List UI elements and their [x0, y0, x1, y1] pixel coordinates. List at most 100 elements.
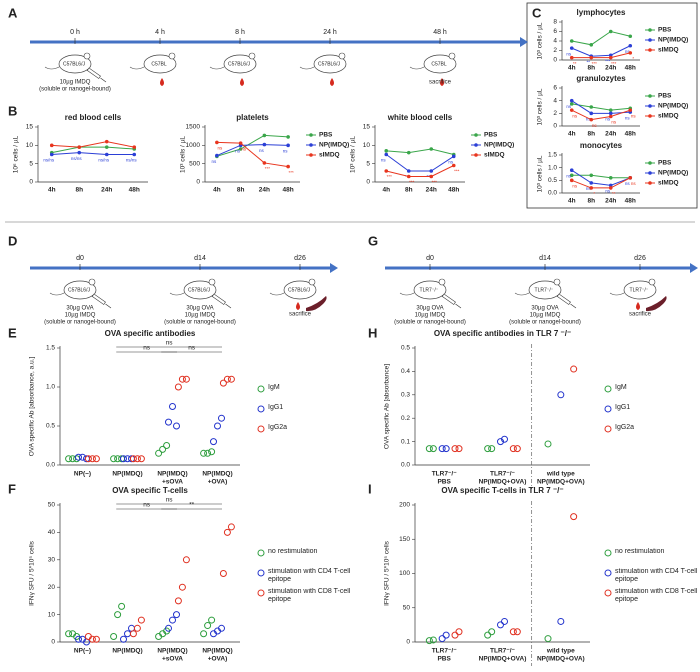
point-label: ns — [605, 189, 611, 194]
data-point — [182, 556, 190, 564]
x-tick-label: 24h — [426, 187, 437, 194]
point-label: ns — [586, 117, 592, 122]
x-tick-label: 8h — [75, 187, 83, 194]
x-tick-label: 24h — [101, 187, 112, 194]
y-tick-label: 2 — [553, 110, 557, 117]
y-tick-label: 150 — [399, 536, 410, 543]
data-point — [384, 169, 389, 173]
legend-marker — [648, 161, 652, 165]
y-tick-label: 6 — [553, 85, 557, 92]
x-tick-label: TLR7⁻/⁻ — [490, 648, 515, 655]
mouse-strain: C57BL6/J — [63, 61, 85, 67]
data-point — [497, 621, 504, 629]
data-point — [133, 455, 141, 463]
point-label: ns — [283, 149, 289, 154]
data-point — [159, 445, 167, 453]
legend-label: stimulation with CD8 T-cell epitope — [615, 588, 698, 604]
data-point — [484, 445, 492, 453]
x-tick-label: NP(IMDQ) — [202, 648, 232, 655]
chart-title: OVA specific antibodies in TLR 7 ⁻/⁻ — [434, 329, 571, 338]
series-line — [216, 134, 289, 157]
legend-label: NP(IMDQ) — [658, 103, 688, 110]
y-axis-label: 10³ cells / µL — [537, 22, 544, 59]
panel-c-frame — [526, 2, 698, 209]
timeline-time: 0 h — [70, 29, 80, 36]
data-point — [488, 445, 496, 453]
data-point — [589, 186, 594, 190]
series-line — [571, 177, 631, 189]
legend-marker — [648, 114, 652, 118]
x-tick-label: +sOVA — [162, 479, 183, 486]
x-tick-label: 48h — [448, 187, 459, 194]
chart-title: white blood cells — [387, 113, 453, 122]
data-point — [92, 635, 100, 643]
x-tick-label: 4h — [382, 187, 390, 194]
legend-marker — [257, 425, 265, 433]
panel-label: B — [8, 103, 17, 118]
data-point — [589, 173, 594, 178]
legend-label: IgG1 — [615, 404, 631, 412]
legend-marker — [604, 405, 612, 413]
data-point — [569, 98, 574, 103]
point-label: ns — [259, 148, 265, 153]
data-point — [120, 635, 127, 643]
y-tick-label: 0.5 — [548, 177, 557, 184]
y-axis-label: OVA specific Ab [absorbance] — [384, 364, 391, 449]
data-point — [455, 628, 463, 636]
data-point — [165, 418, 172, 426]
data-point — [429, 174, 434, 179]
data-point — [442, 445, 450, 453]
data-point — [286, 164, 290, 169]
y-tick-label: 0 — [366, 179, 370, 186]
timeline-note: 30µg OVA — [531, 306, 558, 312]
chart-title: red blood cells — [65, 113, 122, 122]
legend-marker — [257, 405, 265, 413]
series-line — [51, 146, 135, 154]
y-tick-label: 30 — [48, 557, 56, 564]
timeline-time: d26 — [294, 255, 306, 262]
x-tick-label: 24h — [605, 131, 616, 138]
legend-label: no restimulation — [615, 548, 665, 556]
mouse-strain: C57BL6/J — [228, 61, 250, 67]
mouse-tail — [409, 66, 425, 70]
x-tick-label: 8h — [587, 198, 595, 205]
data-point — [174, 597, 182, 605]
mouse-tail — [169, 292, 185, 296]
data-point — [384, 152, 389, 157]
legend-label: PBS — [658, 160, 672, 167]
x-tick-label: 4h — [213, 187, 221, 194]
legend-marker — [648, 94, 652, 98]
data-point — [218, 414, 225, 422]
legend-label: IgG2a — [615, 424, 635, 432]
legend-label: no restimulation — [268, 548, 318, 556]
data-point — [628, 51, 633, 55]
data-point — [509, 628, 517, 636]
x-tick-label: 8h — [587, 131, 595, 138]
data-point — [262, 142, 267, 147]
mouse-ear — [338, 52, 346, 60]
data-point — [488, 628, 496, 636]
mouse-tail — [44, 66, 60, 70]
x-tick-label: +sOVA — [162, 656, 183, 663]
point-label: ns — [217, 146, 223, 151]
data-point — [262, 133, 267, 138]
legend-label: IgM — [268, 384, 280, 392]
legend-marker — [474, 133, 478, 137]
data-point — [165, 624, 172, 632]
legend-label-box: IgG1 — [268, 404, 283, 411]
data-point — [174, 383, 182, 391]
x-tick-label: 4h — [48, 187, 56, 194]
data-point — [178, 583, 186, 591]
series-line — [51, 152, 135, 155]
legend-label: sIMDQ — [484, 152, 505, 159]
series-line — [216, 144, 289, 157]
timeline-note: (soluble or nanogel-bound) — [394, 320, 466, 326]
y-tick-label: 10 — [48, 611, 56, 618]
data-point — [569, 108, 574, 112]
mouse-strain: TLR7⁻/⁻ — [630, 287, 649, 293]
y-tick-label: 0 — [196, 179, 200, 186]
y-tick-label: 5 — [366, 160, 370, 167]
x-tick-label: 8h — [237, 187, 245, 194]
legend-label: stimulation with CD4 T-cell epitope — [615, 568, 698, 584]
data-point — [208, 448, 216, 456]
